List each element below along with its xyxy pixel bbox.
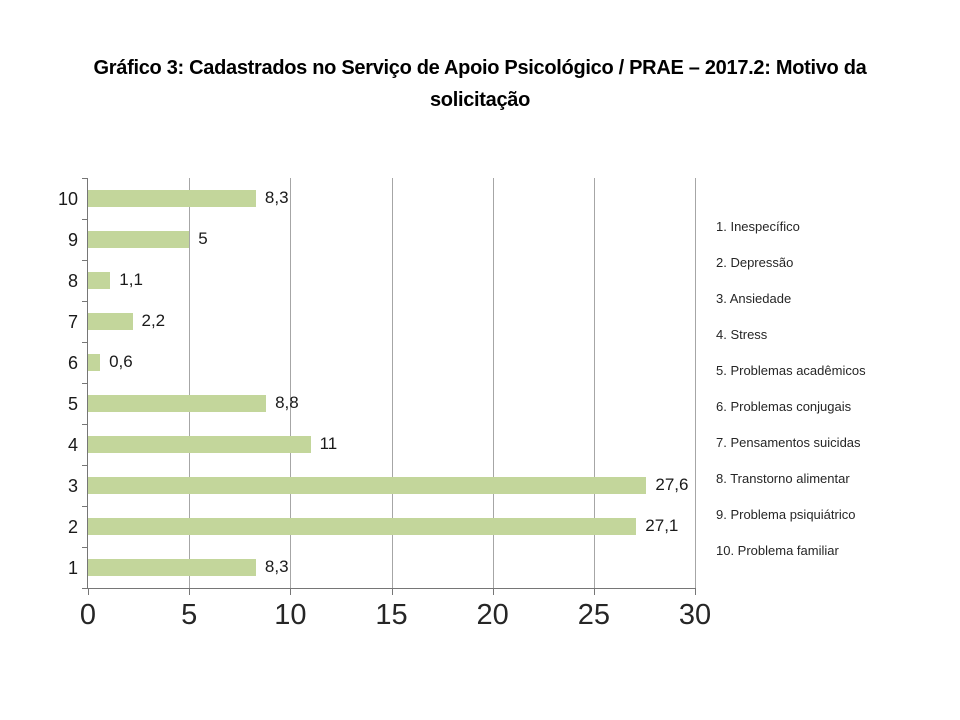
category-label: 9 [67,229,78,250]
x-tick-label: 5 [181,599,198,631]
legend-item: 8. Transtorno alimentar [716,471,850,486]
bar [88,354,101,371]
value-label: 8,8 [275,393,299,412]
value-label: 11 [319,434,338,453]
gridline [695,178,696,588]
x-tick [492,588,494,595]
x-tick [189,588,191,595]
y-axis-line [87,178,88,588]
bar [88,559,256,576]
bar [88,477,647,494]
legend-item: 9. Problema psiquiátrico [716,507,856,522]
y-tick [82,547,87,548]
legend-item: 10. Problema familiar [716,543,839,558]
value-label: 1,1 [119,270,143,289]
bar [88,190,256,207]
y-tick [82,260,87,261]
legend-item: 3. Ansiedade [716,291,792,306]
bar [88,436,311,453]
value-label: 5 [198,229,208,248]
category-label: 1 [67,557,78,578]
y-tick [82,219,87,220]
x-tick [391,588,393,595]
category-label: 4 [67,434,78,455]
x-tick [695,588,696,595]
y-tick [82,506,87,507]
value-label: 27,6 [655,475,689,494]
category-label: 8 [67,270,78,291]
gridline [391,178,393,588]
x-tick-label: 15 [375,599,408,631]
legend-item: 1. Inespecífico [716,219,800,234]
bar [88,231,190,248]
x-tick-label: 25 [577,599,610,631]
bar [88,518,637,535]
legend-item: 2. Depressão [716,255,794,270]
category-label: 3 [67,475,78,496]
y-tick [82,383,87,384]
gridline [492,178,494,588]
category-label: 2 [67,516,78,537]
y-tick [82,465,87,466]
y-tick [82,301,87,302]
y-tick [82,342,87,343]
x-tick-label: 10 [274,599,307,631]
gridline [593,178,595,588]
value-label: 27,1 [645,516,679,535]
value-label: 2,2 [141,311,166,330]
x-tick [593,588,595,595]
x-tick-label: 20 [476,599,509,631]
value-label: 8,3 [264,188,289,207]
y-tick [82,424,87,425]
category-label: 6 [67,352,78,373]
gridline [189,178,191,588]
y-tick [82,178,87,179]
value-label: 8,3 [264,557,289,576]
category-label: 5 [67,393,78,414]
value-label: 0,6 [109,352,133,371]
category-label: 10 [57,188,78,209]
x-tick [290,588,292,595]
legend-item: 5. Problemas acadêmicos [716,363,866,378]
bar [88,313,133,330]
legend-item: 6. Problemas conjugais [716,399,852,414]
legend-item: 7. Pensamentos suicidas [716,435,861,450]
bar [88,272,111,289]
chart-title: Gráfico 3: Cadastrados no Serviço de Apo… [93,57,867,111]
gridline [290,178,292,588]
x-tick-label: 30 [678,599,712,631]
x-tick-label: 0 [79,599,97,631]
category-label: 7 [67,311,78,332]
bar [88,395,267,412]
y-tick [82,588,87,589]
legend-item: 4. Stress [716,327,768,342]
x-tick [88,588,89,595]
